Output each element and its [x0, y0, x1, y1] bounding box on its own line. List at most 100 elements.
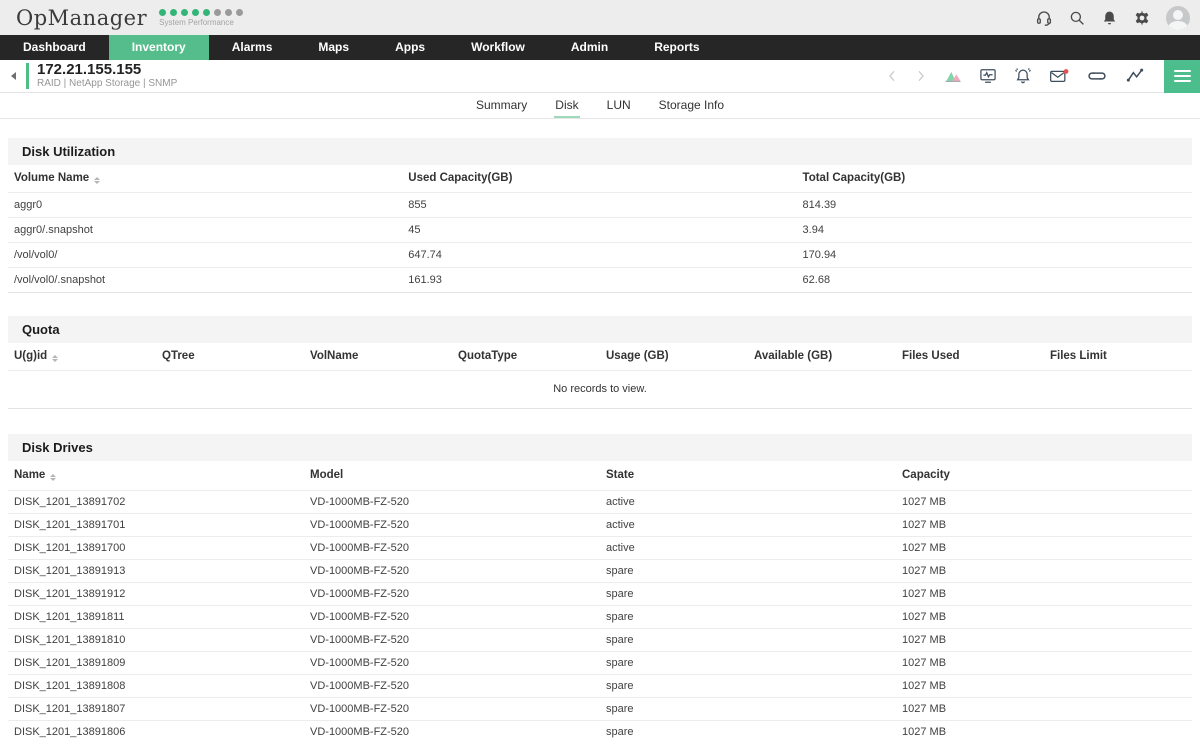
column-volume-name[interactable]: Volume Name — [8, 165, 402, 192]
table-row: DISK_1201_13891810 VD-1000MB-FZ-520 spar… — [8, 628, 1192, 652]
table-row: aggr0/.snapshot 45 3.94 — [8, 216, 1192, 242]
cell-state: spare — [600, 674, 896, 698]
dot-active — [159, 8, 167, 16]
link-dependency-icon[interactable] — [1084, 66, 1110, 86]
column-files-used[interactable]: Files Used — [902, 350, 960, 362]
section-title: Disk Utilization — [22, 144, 116, 159]
cell-name: DISK_1201_13891808 — [8, 674, 304, 698]
cell-capacity: 1027 MB — [896, 536, 1192, 560]
device-info: 172.21.155.155 RAID | NetApp Storage | S… — [37, 62, 177, 90]
cell-used: 647.74 — [402, 241, 797, 267]
table-row: DISK_1201_13891809 VD-1000MB-FZ-520 spar… — [8, 651, 1192, 675]
table-row: /vol/vol0/.snapshot 161.93 62.68 — [8, 266, 1192, 292]
cell-capacity: 1027 MB — [896, 628, 1192, 652]
cell-volume: aggr0 — [8, 191, 403, 217]
cell-state: spare — [600, 697, 896, 721]
table-row: DISK_1201_13891806 VD-1000MB-FZ-520 spar… — [8, 720, 1192, 744]
column-volname[interactable]: VolName — [310, 350, 359, 362]
tagline: System Performance — [159, 17, 234, 27]
device-tabs: Summary Disk LUN Storage Info — [0, 93, 1200, 119]
cell-model: VD-1000MB-FZ-520 — [304, 582, 600, 606]
tab-lun[interactable]: LUN — [606, 98, 631, 112]
next-device-icon[interactable] — [913, 68, 929, 84]
area-chart-icon[interactable] — [942, 66, 964, 86]
cell-model: VD-1000MB-FZ-520 — [304, 628, 600, 652]
hamburger-menu-button[interactable] — [1164, 59, 1200, 93]
cell-used: 45 — [402, 216, 797, 242]
device-bar: 172.21.155.155 RAID | NetApp Storage | S… — [0, 59, 1200, 93]
cell-volume: /vol/vol0/.snapshot — [8, 266, 403, 292]
column-available[interactable]: Available (GB) — [754, 350, 833, 362]
column-used-capacity[interactable]: Used Capacity(GB) — [408, 172, 513, 185]
device-accent-bar — [26, 63, 29, 89]
table-row: aggr0 855 814.39 — [8, 191, 1192, 217]
trend-graph-icon[interactable] — [1123, 66, 1147, 86]
tab-disk[interactable]: Disk — [554, 93, 580, 118]
nav-maps[interactable]: Maps — [318, 40, 350, 54]
column-ugid[interactable]: U(g)id — [8, 343, 156, 370]
tab-summary[interactable]: Summary — [475, 98, 528, 112]
dot-active — [192, 8, 200, 16]
column-model[interactable]: Model — [310, 469, 344, 482]
nav-dashboard[interactable]: Dashboard — [23, 40, 86, 54]
column-qtree[interactable]: QTree — [162, 350, 195, 362]
column-usage[interactable]: Usage (GB) — [606, 350, 669, 362]
nav-alarms[interactable]: Alarms — [231, 40, 273, 54]
column-files-limit[interactable]: Files Limit — [1050, 350, 1107, 362]
nav-reports[interactable]: Reports — [654, 40, 700, 54]
cell-name: DISK_1201_13891912 — [8, 582, 304, 606]
cell-model: VD-1000MB-FZ-520 — [304, 674, 600, 698]
table-row: DISK_1201_13891807 VD-1000MB-FZ-520 spar… — [8, 697, 1192, 721]
dot-inactive — [225, 8, 233, 16]
cell-volume: /vol/vol0/ — [8, 241, 403, 267]
cell-name: DISK_1201_13891806 — [8, 720, 304, 744]
column-name[interactable]: Name — [8, 461, 304, 491]
column-capacity[interactable]: Capacity — [902, 469, 950, 482]
dot-active — [170, 8, 178, 16]
dot-inactive — [236, 8, 244, 16]
nav-admin[interactable]: Admin — [570, 40, 609, 54]
table-row: DISK_1201_13891913 VD-1000MB-FZ-520 spar… — [8, 559, 1192, 583]
cell-model: VD-1000MB-FZ-520 — [304, 605, 600, 629]
column-quotatype[interactable]: QuotaType — [458, 350, 518, 362]
cell-model: VD-1000MB-FZ-520 — [304, 536, 600, 560]
gear-icon[interactable] — [1133, 9, 1151, 27]
main-nav: Dashboard Inventory Alarms Maps Apps Wor… — [0, 35, 1200, 60]
support-headset-icon[interactable] — [1035, 9, 1053, 27]
nav-workflow[interactable]: Workflow — [471, 40, 525, 54]
table-row: /vol/vol0/ 647.74 170.94 — [8, 241, 1192, 267]
table-row: DISK_1201_13891912 VD-1000MB-FZ-520 spar… — [8, 582, 1192, 606]
prev-device-icon[interactable] — [884, 68, 900, 84]
performance-dots — [159, 8, 244, 16]
cell-capacity: 1027 MB — [896, 605, 1192, 629]
column-state[interactable]: State — [606, 469, 635, 482]
column-total-capacity[interactable]: Total Capacity(GB) — [802, 172, 906, 185]
mail-alert-icon[interactable] — [1047, 66, 1071, 86]
search-icon[interactable] — [1068, 9, 1086, 27]
bell-icon[interactable] — [1101, 9, 1118, 27]
sort-icon — [50, 474, 57, 482]
cell-state: spare — [600, 651, 896, 675]
alarm-bell-icon[interactable] — [1012, 66, 1034, 86]
disk-utilization-table: Volume Name Used Capacity(GB) Total Capa… — [8, 165, 1192, 293]
monitor-performance-icon[interactable] — [977, 66, 999, 86]
cell-state: active — [600, 513, 896, 537]
cell-total: 62.68 — [796, 266, 1192, 292]
user-avatar[interactable] — [1166, 5, 1190, 30]
nav-inventory[interactable]: Inventory — [108, 35, 209, 60]
quota-table: U(g)id QTree VolName QuotaType Usage (GB… — [8, 343, 1192, 370]
opmanager-logo: OpManager — [16, 5, 148, 30]
cell-model: VD-1000MB-FZ-520 — [304, 697, 600, 721]
cell-state: active — [600, 536, 896, 560]
back-arrow-icon[interactable] — [0, 72, 26, 80]
nav-apps[interactable]: Apps — [395, 40, 426, 54]
cell-total: 170.94 — [796, 241, 1192, 267]
cell-capacity: 1027 MB — [896, 490, 1192, 514]
cell-capacity: 1027 MB — [896, 513, 1192, 537]
cell-name: DISK_1201_13891809 — [8, 651, 304, 675]
table-row: DISK_1201_13891700 VD-1000MB-FZ-520 acti… — [8, 536, 1192, 560]
cell-capacity: 1027 MB — [896, 559, 1192, 583]
section-title: Disk Drives — [22, 439, 93, 455]
tab-storage-info[interactable]: Storage Info — [658, 98, 725, 112]
section-title: Quota — [22, 321, 60, 337]
